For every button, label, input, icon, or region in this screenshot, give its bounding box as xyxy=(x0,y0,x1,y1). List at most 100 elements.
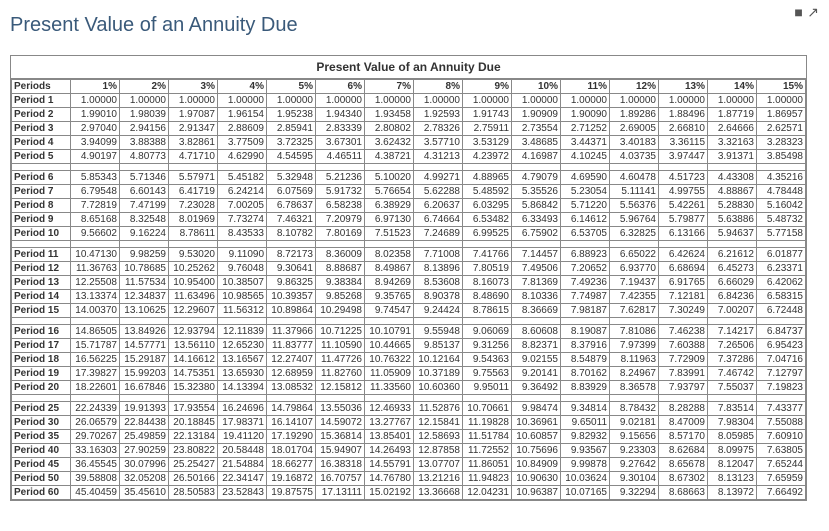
cell: 12.65230 xyxy=(218,339,267,353)
cell: 6.23371 xyxy=(757,262,806,276)
cell: 8.36669 xyxy=(512,304,561,318)
cell: 9.82932 xyxy=(561,430,610,444)
cell: 7.23086 xyxy=(806,444,808,458)
cell: 1.00000 xyxy=(708,94,757,108)
cell: 9.35765 xyxy=(365,290,414,304)
cell: 15.29187 xyxy=(120,353,169,367)
cell: 7.72819 xyxy=(71,199,120,213)
cell: 2.85941 xyxy=(267,122,316,136)
col-header: 15% xyxy=(757,80,806,94)
cell: 11.86051 xyxy=(463,458,512,472)
cell: 8.57170 xyxy=(659,430,708,444)
cell: 7.93797 xyxy=(659,381,708,395)
cell: 23.52843 xyxy=(218,486,267,500)
cell: 13.10625 xyxy=(120,304,169,318)
cell: 11.51784 xyxy=(463,430,512,444)
cell: 8.36009 xyxy=(316,248,365,262)
cell: 6.72448 xyxy=(757,304,806,318)
minimize-icon[interactable]: ■ xyxy=(794,4,802,20)
cell: 6.02864 xyxy=(806,262,808,276)
table-row: Period 87.728197.471997.230287.002056.78… xyxy=(12,199,808,213)
cell: 3.28323 xyxy=(757,136,806,150)
cell: 9.27642 xyxy=(610,458,659,472)
col-header: 7% xyxy=(365,80,414,94)
cell: 18.66277 xyxy=(267,458,316,472)
table-row: Period 98.651688.325488.019697.732747.46… xyxy=(12,213,808,227)
cell: 12.58693 xyxy=(414,430,463,444)
cell: 5.03857 xyxy=(806,199,808,213)
table-scroll-container[interactable]: Present Value of an Annuity Due Periods1… xyxy=(10,55,807,501)
cell: 13.16567 xyxy=(218,353,267,367)
cell: 13.55036 xyxy=(316,402,365,416)
cell: 7.46238 xyxy=(659,325,708,339)
col-header: 8% xyxy=(414,80,463,94)
cell: 12.93794 xyxy=(169,325,218,339)
cell: 19.16872 xyxy=(267,472,316,486)
cell: 3.77509 xyxy=(218,136,267,150)
cell: 7.51523 xyxy=(365,227,414,241)
cell: 8.02358 xyxy=(365,248,414,262)
cell: 9.32294 xyxy=(610,486,659,500)
cell: 22.24339 xyxy=(71,402,120,416)
cell: 15.36814 xyxy=(316,430,365,444)
cell: 4.68474 xyxy=(806,185,808,199)
cell: 5.34359 xyxy=(806,213,808,227)
col-header: 2% xyxy=(120,80,169,94)
cell: 9.98259 xyxy=(120,248,169,262)
col-header: Periods xyxy=(12,80,71,94)
cell: 17.98371 xyxy=(218,416,267,430)
cell: 6.45273 xyxy=(708,262,757,276)
cell: 8.94269 xyxy=(365,276,414,290)
cell: 2.83339 xyxy=(316,122,365,136)
cell: 8.13972 xyxy=(708,486,757,500)
cell: 12.87858 xyxy=(414,444,463,458)
cell: 1.90909 xyxy=(512,108,561,122)
row-label: Period 9 xyxy=(12,213,71,227)
cell: 4.43308 xyxy=(708,171,757,185)
cell: 5.77158 xyxy=(757,227,806,241)
table-row: Period 5039.5880832.0520826.5016622.3414… xyxy=(12,472,808,486)
cell: 7.47199 xyxy=(120,199,169,213)
cell: 3.40183 xyxy=(610,136,659,150)
cell: 19.41120 xyxy=(218,430,267,444)
table-row: Period 3026.0657922.8443820.1884517.9837… xyxy=(12,416,808,430)
row-label: Period 19 xyxy=(12,367,71,381)
cell: 3.88388 xyxy=(120,136,169,150)
expand-icon[interactable]: ↗ xyxy=(807,4,819,20)
cell: 2.97040 xyxy=(71,122,120,136)
cell: 10.07165 xyxy=(561,486,610,500)
col-header: 9% xyxy=(463,80,512,94)
cell: 10.89864 xyxy=(267,304,316,318)
cell: 5.62288 xyxy=(414,185,463,199)
cell: 6.53705 xyxy=(561,227,610,241)
cell: 22.13184 xyxy=(169,430,218,444)
cell: 10.29498 xyxy=(316,304,365,318)
cell: 1.94340 xyxy=(316,108,365,122)
cell: 9.20141 xyxy=(512,367,561,381)
cell: 9.99878 xyxy=(561,458,610,472)
cell: 12.25508 xyxy=(71,276,120,290)
cell: 7.80169 xyxy=(316,227,365,241)
cell: 4.23972 xyxy=(463,150,512,164)
cell: 15.94907 xyxy=(316,444,365,458)
cell: 7.37286 xyxy=(708,353,757,367)
row-label: Period 6 xyxy=(12,171,71,185)
cell: 3.82861 xyxy=(169,136,218,150)
cell: 20.18845 xyxy=(169,416,218,430)
cell: 14.76780 xyxy=(365,472,414,486)
cell: 12.68959 xyxy=(267,367,316,381)
cell: 10.10791 xyxy=(365,325,414,339)
cell: 7.65959 xyxy=(757,472,806,486)
cell: 1.98039 xyxy=(120,108,169,122)
cell: 11.52876 xyxy=(414,402,463,416)
cell: 35.45610 xyxy=(120,486,169,500)
cell: 9.34814 xyxy=(561,402,610,416)
table-row: Period 1312.2550811.5753410.9540010.3850… xyxy=(12,276,808,290)
cell: 5.10020 xyxy=(365,171,414,185)
cell: 3.72325 xyxy=(267,136,316,150)
page-title: Present Value of an Annuity Due xyxy=(10,14,819,37)
cell: 8.83929 xyxy=(561,381,610,395)
cell: 5.57971 xyxy=(169,171,218,185)
table-row: Period 32.970402.941562.913472.886092.85… xyxy=(12,122,808,136)
cell: 2.69005 xyxy=(610,122,659,136)
